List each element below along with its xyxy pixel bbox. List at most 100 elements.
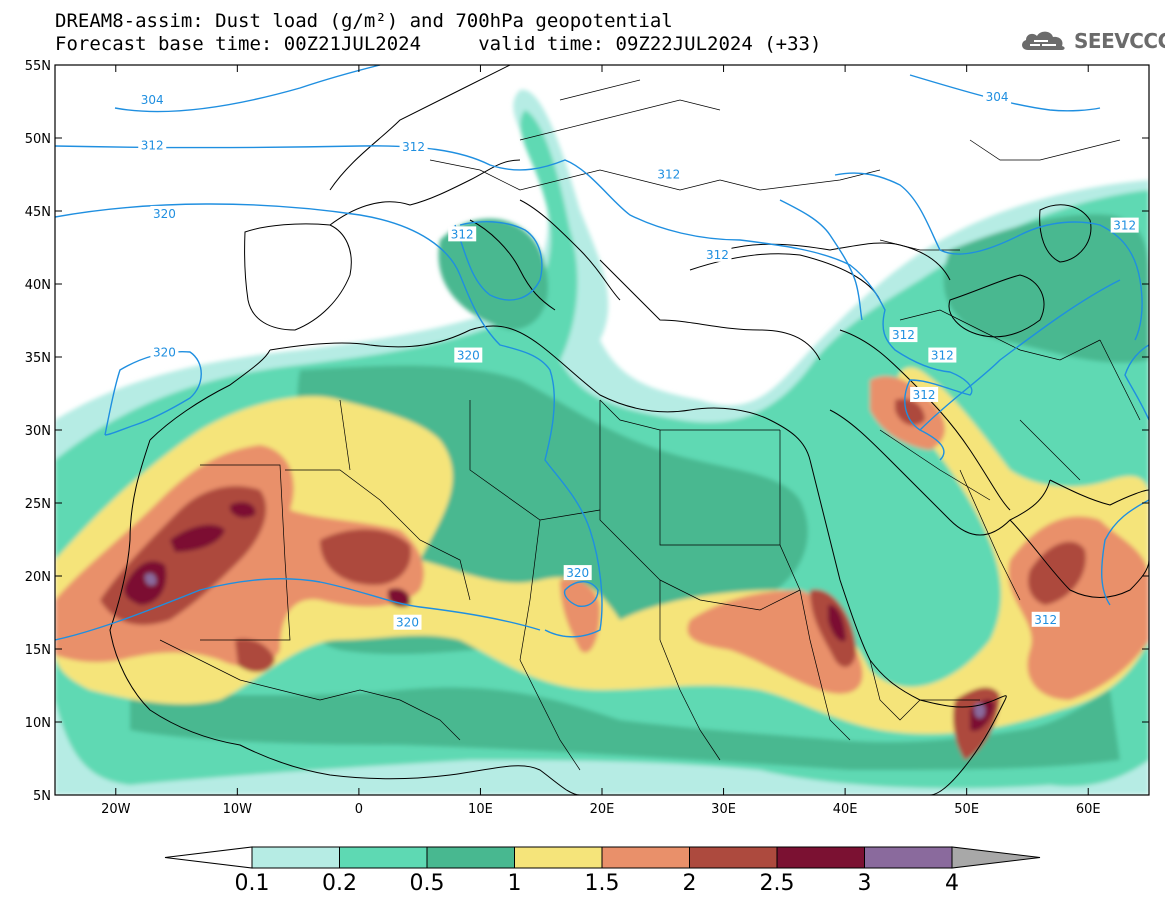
dust-level-2.5: [230, 502, 256, 518]
colorbar-label: 0.5: [410, 871, 445, 896]
lat-tick-label: 40N: [25, 278, 51, 293]
dust-level-2: [235, 638, 275, 672]
contour-label: 312: [910, 386, 939, 402]
lat-tick-label: 5N: [33, 789, 51, 804]
dust-level-2.5: [388, 588, 411, 607]
colorbar-label: 1.5: [585, 871, 620, 896]
contour-label: 320: [150, 205, 179, 221]
forecast-time-line: Forecast base time: 00Z21JUL2024 valid t…: [55, 33, 822, 55]
contour-label-text: 312: [402, 140, 425, 154]
lat-tick-label: 15N: [25, 643, 51, 658]
colorbar-segment: [426, 846, 515, 869]
cloud-icon: [1022, 31, 1065, 50]
contour-label-text: 312: [1034, 613, 1057, 627]
lat-tick-label: 30N: [25, 424, 51, 439]
contour-label: 312: [1110, 217, 1139, 233]
contour-label: 312: [928, 347, 957, 363]
colorbar-label: 3: [858, 871, 872, 896]
lat-tick-label: 55N: [25, 59, 51, 74]
latitude-axis: 55N 50N 45N 40N 35N 30N 25N 20N 15N 10N 5N: [25, 59, 1149, 804]
contour-label: 312: [1159, 415, 1165, 430]
contour-label-text: 312: [913, 388, 936, 402]
contour-label-text: 320: [566, 566, 589, 580]
contour-label-text: 312: [892, 328, 915, 342]
logo-text: SEEVCCC: [1074, 29, 1165, 53]
contour-label-text: 312: [931, 349, 954, 363]
lon-tick-label: 20E: [590, 802, 615, 817]
lon-tick-label: 20W: [101, 802, 131, 817]
colorbar-segment: [251, 846, 340, 869]
contour-labels: 304 304 312 312 312 312 312 312 312 312 312 312 312 3…: [138, 89, 1165, 630]
contour-label-text: 312: [657, 168, 680, 182]
dust-level-1: [55, 367, 1149, 734]
colorbar: 0.1 0.2 0.5 1 1.5 2 2.5 3 4: [164, 846, 1041, 896]
colorbar-label: 1: [508, 871, 522, 896]
coastlines: [109, 65, 1149, 795]
contour-label-text: 304: [141, 93, 164, 107]
dust-level-0.5: [130, 687, 1120, 770]
colorbar-label: 0.2: [322, 871, 357, 896]
dust-level-0.5: [943, 214, 1149, 363]
contour-label: 312: [703, 246, 732, 262]
contour-label: 312: [1031, 611, 1060, 627]
contour-label: 312: [889, 327, 918, 343]
lon-tick-label: 40E: [833, 802, 858, 817]
lat-tick-label: 35N: [25, 351, 51, 366]
contour-label-text: 320: [457, 349, 480, 363]
contour-label: 320: [454, 347, 483, 363]
lon-tick-label: 0: [355, 802, 363, 817]
dust-level-2: [895, 398, 925, 426]
lon-tick-label: 10E: [468, 802, 493, 817]
contour-label: 320: [150, 344, 179, 360]
colorbar-label: 2: [683, 871, 697, 896]
colorbar-segment: [339, 846, 428, 869]
lon-tick-label: 60E: [1076, 802, 1101, 817]
lat-tick-label: 10N: [25, 716, 51, 731]
dust-level-2.5: [124, 561, 167, 605]
country-borders: [159, 79, 1141, 771]
contour-label-text: 312: [706, 248, 729, 262]
contour-label-text: 320: [396, 616, 419, 630]
dust-level-0.5: [438, 218, 549, 330]
dust-level-2: [320, 529, 411, 585]
lat-tick-label: 45N: [25, 205, 51, 220]
colorbar-segment: [864, 846, 953, 869]
contour-label: 312: [138, 137, 167, 153]
colorbar-under-triangle: [164, 846, 253, 869]
lat-tick-label: 25N: [25, 497, 51, 512]
longitude-axis: 20W 10W 0 10E 20E 30E 40E 50E 60E: [101, 65, 1101, 817]
lat-tick-label: 50N: [25, 132, 51, 147]
dust-level-2.5: [170, 524, 225, 552]
contour-label-text: 312: [451, 227, 474, 241]
contour-label: 304: [138, 92, 167, 108]
contour-label: 320: [393, 614, 422, 630]
colorbar-label: 2.5: [760, 871, 795, 896]
dust-level-2.5: [828, 604, 846, 642]
lon-tick-label: 30E: [711, 802, 736, 817]
colorbar-label: 4: [945, 871, 959, 896]
lon-tick-label: 10W: [223, 802, 253, 817]
seevccc-logo: SEEVCCC: [1018, 28, 1165, 54]
colorbar-label: 0.1: [235, 871, 270, 896]
contour-label: 320: [563, 565, 592, 581]
map-area: 304 304 312 312 312 312 312 312 312 312 312 312 312 3…: [55, 65, 1165, 795]
contour-label: 304: [983, 89, 1012, 105]
contour-label-text: 320: [153, 346, 176, 360]
contour-label: 312: [654, 166, 683, 182]
colorbar-segment: [689, 846, 778, 869]
contour-label-text: 304: [986, 90, 1009, 104]
contour-label: 312: [448, 226, 477, 242]
lon-tick-label: 50E: [954, 802, 979, 817]
contour-label-text: 320: [153, 207, 176, 221]
contour-label: 312: [399, 138, 428, 154]
dust-level-3: [144, 573, 157, 586]
lat-tick-label: 20N: [25, 570, 51, 585]
contour-label-text: 312: [141, 138, 164, 152]
dust-level-3: [974, 703, 986, 719]
colorbar-segment: [601, 846, 690, 869]
colorbar-segment: [776, 846, 865, 869]
dust-shading: [55, 89, 1149, 795]
colorbar-over-triangle: [951, 846, 1041, 869]
chart-title: DREAM8-assim: Dust load (g/m²) and 700hP…: [55, 10, 673, 32]
